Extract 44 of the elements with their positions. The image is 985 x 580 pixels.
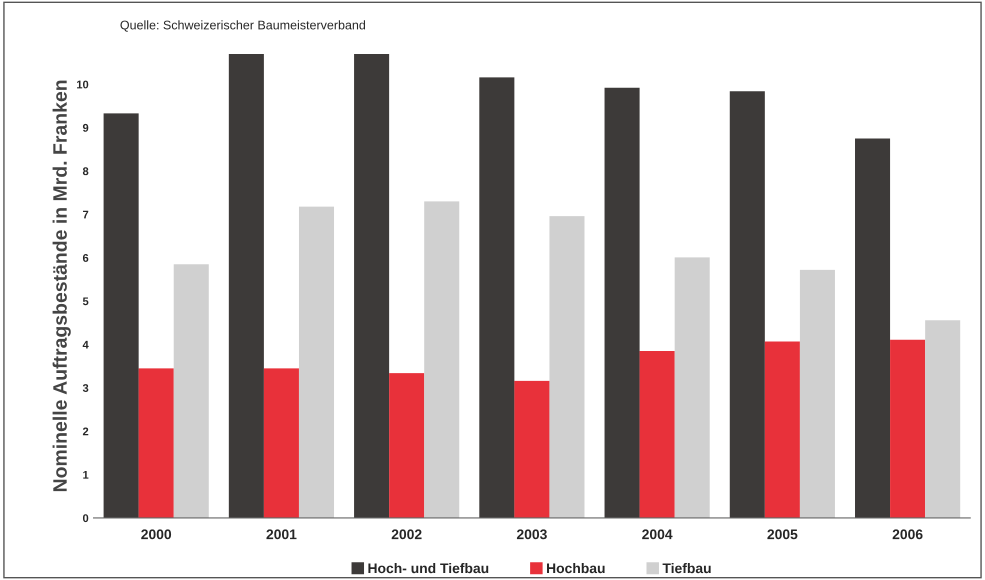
bar (925, 320, 960, 518)
bar (298, 206, 334, 518)
x-tick-label: 2005 (767, 529, 798, 540)
y-tick-label: 7 (83, 210, 88, 218)
x-tick-label: 2000 (141, 529, 172, 540)
y-tick-label: 8 (82, 167, 88, 176)
bar (479, 77, 514, 518)
bar (264, 368, 299, 518)
y-tick-label: 0 (82, 514, 88, 522)
bar (890, 340, 926, 518)
bar (228, 54, 264, 518)
x-tick-label: 2004 (642, 529, 673, 540)
bar (604, 88, 640, 518)
y-tick-label: 6 (82, 254, 88, 262)
bar (138, 368, 174, 518)
bar (674, 257, 710, 518)
bar (424, 201, 460, 518)
bar (764, 341, 800, 518)
x-tick-label: 2001 (266, 529, 296, 540)
x-tick-label: 2003 (516, 529, 547, 540)
bar (855, 138, 890, 518)
y-tick-label: 2 (82, 427, 88, 436)
x-tick-label: 2002 (392, 529, 422, 540)
legend-label: Hochbau (547, 562, 605, 574)
bar (104, 113, 139, 518)
y-tick-label: 1 (83, 470, 88, 479)
bar (514, 380, 550, 518)
legend-label: Tiefbau (662, 562, 711, 574)
y-tick-label: 4 (82, 340, 89, 349)
y-axis-title: Nominelle Auftragsbestände in Mrd. Franken (52, 80, 71, 492)
bar (389, 373, 424, 518)
y-tick-label: 9 (82, 124, 88, 132)
bar (730, 91, 765, 518)
x-tick-label: 2006 (892, 529, 923, 540)
bar (174, 264, 209, 518)
bar (640, 350, 675, 518)
bar (800, 270, 835, 518)
source-note: Quelle: Schweizerischer Baumeisterverband (120, 20, 366, 32)
y-tick-label: 10 (77, 80, 88, 88)
y-tick-label: 3 (82, 384, 88, 392)
legend-label: Hoch- und Tiefbau (368, 562, 488, 574)
bar (549, 216, 584, 518)
bar (354, 54, 390, 518)
y-tick-label: 5 (82, 298, 88, 306)
